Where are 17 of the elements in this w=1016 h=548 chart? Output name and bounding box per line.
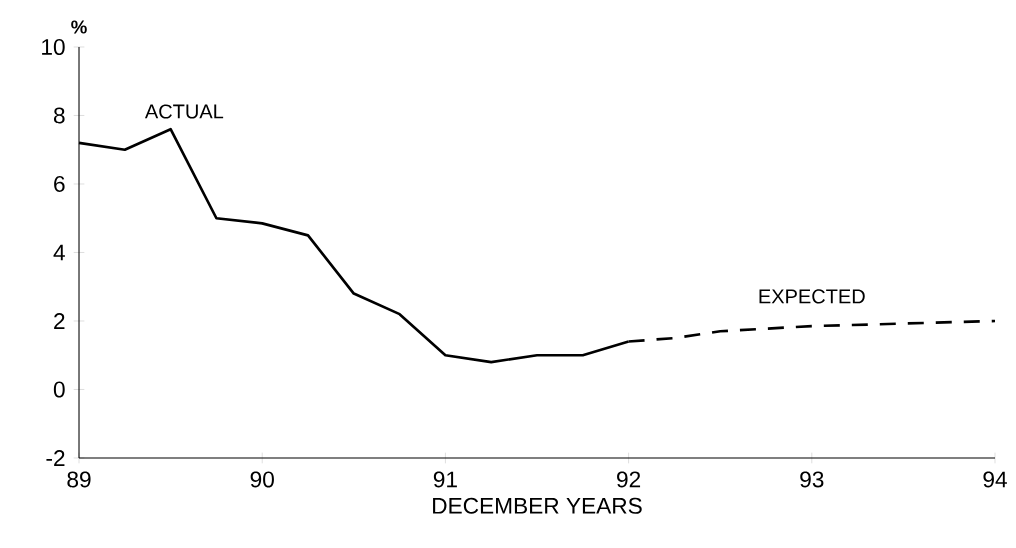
series-label: EXPECTED (759, 289, 865, 304)
y-axis-title: % (71, 20, 87, 34)
y-tick-label: 6 (54, 175, 65, 193)
x-tick-label: 91 (433, 471, 457, 488)
y-tick-label: -2 (46, 450, 65, 466)
x-tick-label: 93 (800, 471, 824, 488)
y-tick-label: 4 (53, 244, 65, 261)
x-tick-label: 94 (983, 471, 1007, 488)
x-axis-title: DECEMBER YEARS (433, 497, 642, 514)
x-tick-label: 90 (250, 471, 274, 488)
series-label: ACTUAL (144, 104, 224, 119)
y-tick-label: 2 (54, 313, 65, 329)
x-tick-label: 89 (67, 471, 91, 488)
x-tick-label: 92 (617, 471, 641, 488)
y-tick-label: 0 (53, 381, 65, 398)
y-tick-label: 10 (42, 38, 65, 56)
y-tick-label: 8 (53, 107, 65, 124)
